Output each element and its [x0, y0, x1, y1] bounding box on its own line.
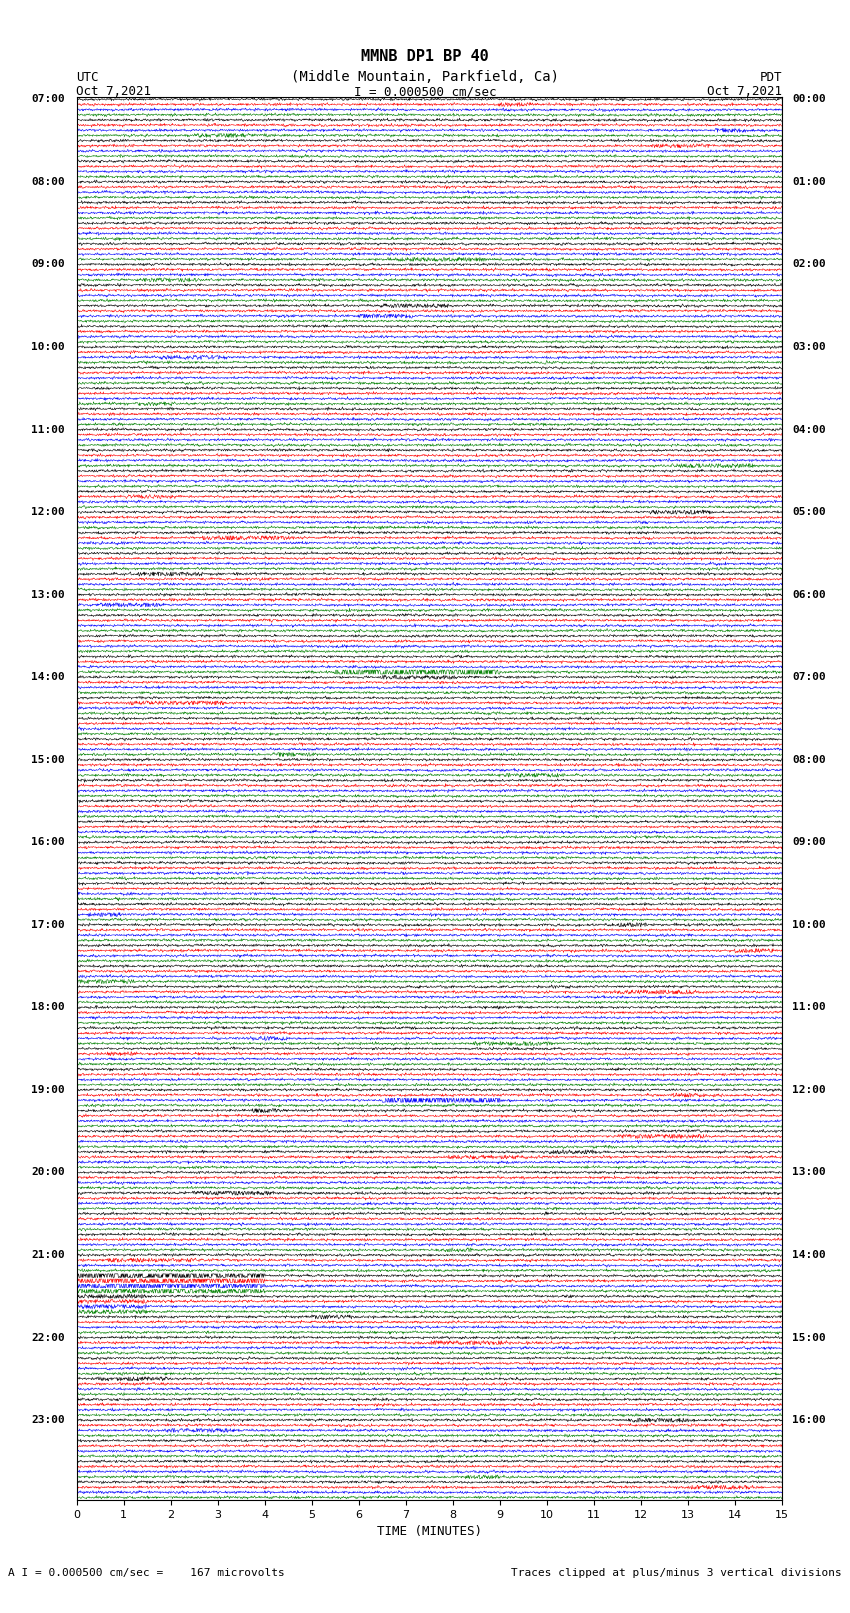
Text: 11:00: 11:00 [792, 1002, 826, 1013]
Text: 15:00: 15:00 [31, 755, 65, 765]
Text: 02:00: 02:00 [792, 260, 826, 269]
Text: 18:00: 18:00 [31, 1002, 65, 1013]
Text: A I = 0.000500 cm/sec =    167 microvolts: A I = 0.000500 cm/sec = 167 microvolts [8, 1568, 286, 1578]
Text: 13:00: 13:00 [792, 1168, 826, 1177]
Text: 08:00: 08:00 [31, 177, 65, 187]
Text: 06:00: 06:00 [792, 590, 826, 600]
Text: 22:00: 22:00 [31, 1332, 65, 1342]
Text: MMNB DP1 BP 40: MMNB DP1 BP 40 [361, 48, 489, 65]
Text: 16:00: 16:00 [31, 837, 65, 847]
Text: 05:00: 05:00 [792, 506, 826, 518]
Text: 11:00: 11:00 [31, 424, 65, 434]
Text: 07:00: 07:00 [792, 673, 826, 682]
Text: 19:00: 19:00 [31, 1086, 65, 1095]
Text: PDT: PDT [760, 71, 782, 84]
Text: 14:00: 14:00 [792, 1250, 826, 1260]
Text: (Middle Mountain, Parkfield, Ca): (Middle Mountain, Parkfield, Ca) [291, 71, 559, 84]
Text: 08:00: 08:00 [792, 755, 826, 765]
Text: 20:00: 20:00 [31, 1168, 65, 1177]
Text: Oct 7,2021: Oct 7,2021 [76, 85, 151, 98]
Text: 14:00: 14:00 [31, 673, 65, 682]
Text: 07:00: 07:00 [31, 94, 65, 105]
Text: 09:00: 09:00 [792, 837, 826, 847]
Text: UTC: UTC [76, 71, 99, 84]
Text: 12:00: 12:00 [31, 506, 65, 518]
Text: 01:00: 01:00 [792, 177, 826, 187]
Text: 04:00: 04:00 [792, 424, 826, 434]
Text: Traces clipped at plus/minus 3 vertical divisions: Traces clipped at plus/minus 3 vertical … [511, 1568, 842, 1578]
Text: 17:00: 17:00 [31, 919, 65, 929]
Text: I = 0.000500 cm/sec: I = 0.000500 cm/sec [354, 85, 496, 98]
Text: 03:00: 03:00 [792, 342, 826, 352]
Text: 23:00: 23:00 [31, 1415, 65, 1426]
Text: 10:00: 10:00 [792, 919, 826, 929]
Text: 09:00: 09:00 [31, 260, 65, 269]
X-axis label: TIME (MINUTES): TIME (MINUTES) [377, 1526, 482, 1539]
Text: 13:00: 13:00 [31, 590, 65, 600]
Text: 21:00: 21:00 [31, 1250, 65, 1260]
Text: 12:00: 12:00 [792, 1086, 826, 1095]
Text: 15:00: 15:00 [792, 1332, 826, 1342]
Text: 00:00: 00:00 [792, 94, 826, 105]
Text: Oct 7,2021: Oct 7,2021 [707, 85, 782, 98]
Text: 16:00: 16:00 [792, 1415, 826, 1426]
Text: 10:00: 10:00 [31, 342, 65, 352]
